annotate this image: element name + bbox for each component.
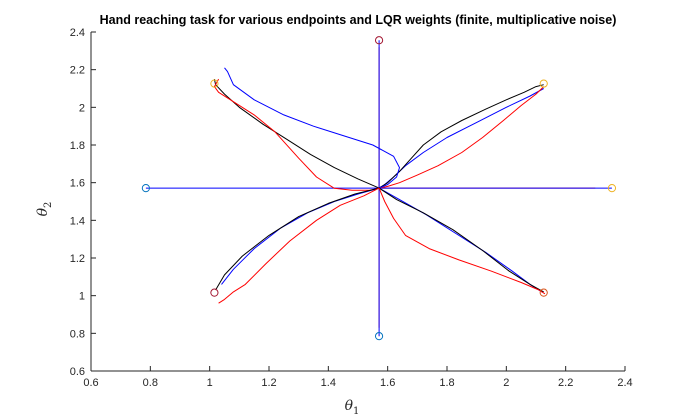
y-tick-label-2: 0.8: [70, 328, 85, 340]
target-marker-7: [210, 288, 219, 297]
axes-layer: [90, 31, 626, 372]
trajectory-line-14: [221, 187, 380, 285]
y-tick-label-1: 0.6: [70, 366, 85, 378]
y-tick-label-9: 2.2: [70, 65, 85, 77]
x-tick-label-3: 1: [207, 377, 213, 389]
x-tick-label-10: 2.4: [617, 377, 632, 389]
trajectory-line-11: [224, 67, 400, 189]
trajectory-line-18: [378, 187, 544, 293]
chart-title: Hand reaching task for various endpoints…: [100, 13, 617, 27]
trajectory-line-10: [379, 86, 545, 189]
trajectory-line-15: [215, 187, 380, 291]
y-tick-label-7: 1.8: [70, 140, 85, 152]
y-tick-label-5: 1.4: [70, 215, 85, 227]
y-tick-label-4: 1.2: [70, 253, 85, 265]
target-marker-1: [141, 184, 150, 193]
target-marker-5: [539, 79, 548, 88]
target-marker-6: [210, 79, 219, 88]
y-tick-label-3: 1: [79, 291, 85, 303]
trajectory-line-19: [378, 187, 546, 295]
x-tick-label-4: 1.2: [261, 377, 276, 389]
x-tick-label-2: 0.8: [143, 377, 158, 389]
x-tick-label-6: 1.6: [380, 377, 395, 389]
trajectory-line-13: [213, 78, 380, 191]
y-tick-label-8: 2: [79, 102, 85, 114]
target-marker-4: [374, 36, 384, 45]
y-tick-label-6: 1.6: [70, 178, 85, 190]
x-tick-label-1: 0.6: [83, 377, 98, 389]
plot-background: [91, 32, 625, 371]
target-marker-2: [607, 184, 617, 193]
x-axis-label-main: θ: [345, 398, 354, 414]
y-tick-label-10: 2.4: [70, 27, 85, 39]
target-layer: [141, 36, 617, 341]
x-axis-label: θ1: [345, 398, 360, 417]
x-tick-label-5: 1.4: [321, 377, 336, 389]
x-tick-label-9: 2.2: [558, 377, 573, 389]
target-marker-3: [374, 332, 384, 341]
target-marker-8: [539, 288, 548, 297]
y-axis-label-sub: 2: [43, 202, 54, 208]
y-axis-label-main: θ: [35, 207, 51, 216]
x-tick-label-8: 2: [503, 377, 509, 389]
tick-label-layer: 0.6 0.8 1 1.2 1.4 1.6 1.8 2 2.2 2.4 0.6 0.8 1 1.2 1.4 1…: [70, 27, 633, 389]
y-axis-label: θ2: [35, 202, 54, 217]
series-layer: [145, 40, 612, 337]
x-tick-label-7: 1.8: [439, 377, 454, 389]
trajectory-line-16: [218, 187, 380, 304]
x-axis-label-sub: 1: [353, 406, 359, 417]
